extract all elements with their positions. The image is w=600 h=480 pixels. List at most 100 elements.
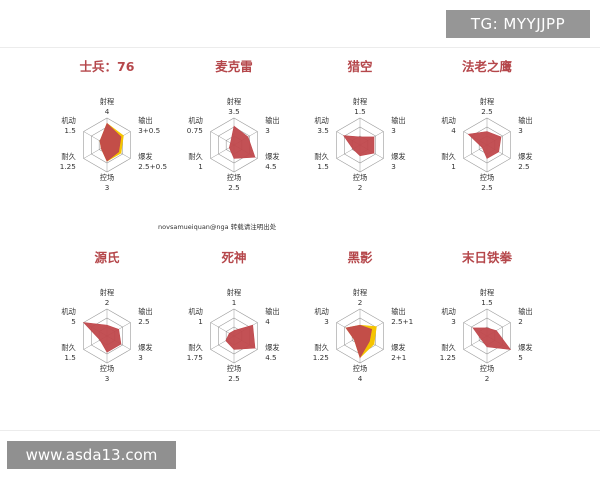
base-series-area (99, 122, 122, 162)
axis-name-label: 输出 (518, 307, 532, 316)
axis-name-label: 输出 (391, 307, 405, 316)
chart-title: 猎空 (347, 59, 372, 74)
axis-value-label: 3 (105, 183, 110, 192)
axis-name-label: 机动 (314, 116, 328, 125)
axis-name-label: 爆发 (265, 343, 279, 352)
grid-spoke (210, 131, 235, 146)
base-series-area (228, 125, 256, 159)
bottom-divider (0, 430, 600, 431)
axis-value-label: 1 (232, 298, 237, 307)
axis-name-label: 控场 (353, 173, 367, 182)
base-series-area (82, 322, 122, 353)
axis-value-label: 1.5 (64, 126, 75, 135)
axis-value-label: 4 (358, 374, 363, 383)
axis-value-label: 3 (518, 126, 523, 135)
axis-name-label: 耐久 (61, 152, 75, 161)
axis-name-label: 输出 (265, 116, 279, 125)
axis-value-label: 4 (265, 317, 270, 326)
top-divider (0, 47, 600, 48)
axis-value-label: 3 (265, 126, 270, 135)
axis-name-label: 耐久 (314, 152, 328, 161)
axis-name-label: 爆发 (138, 343, 152, 352)
axis-name-label: 控场 (480, 364, 494, 373)
axis-value-label: 1.75 (187, 353, 203, 362)
chart-title: 士兵：76 (80, 59, 135, 74)
chart-title: 法老之鹰 (462, 59, 513, 74)
chart-title: 死神 (220, 250, 246, 265)
axis-name-label: 射程 (480, 288, 494, 297)
axis-value-label: 1.25 (313, 353, 329, 362)
axis-value-label: 1.25 (440, 353, 456, 362)
axis-value-label: 2+1 (391, 353, 406, 362)
axis-name-label: 射程 (100, 97, 114, 106)
base-series-area (467, 131, 502, 159)
axis-name-label: 射程 (353, 288, 367, 297)
axis-name-label: 控场 (227, 173, 241, 182)
axis-name-label: 输出 (391, 116, 405, 125)
axis-name-label: 输出 (138, 307, 152, 316)
base-series-area (345, 324, 373, 359)
axis-name-label: 射程 (100, 288, 114, 297)
axis-name-label: 耐久 (188, 152, 202, 161)
axis-value-label: 1.5 (317, 162, 328, 171)
axis-name-label: 输出 (518, 116, 532, 125)
axis-value-label: 2.5+1 (391, 317, 413, 326)
axis-name-label: 机动 (188, 307, 202, 316)
axis-name-label: 控场 (353, 364, 367, 373)
axis-value-label: 3 (451, 317, 456, 326)
axis-value-label: 2.5 (518, 162, 529, 171)
axis-value-label: 4 (451, 126, 456, 135)
axis-value-label: 2.5 (481, 107, 492, 116)
axis-name-label: 爆发 (391, 343, 405, 352)
axis-name-label: 机动 (314, 307, 328, 316)
axis-name-label: 爆发 (391, 152, 405, 161)
axis-value-label: 3 (138, 353, 143, 362)
axis-value-label: 5 (71, 317, 76, 326)
axis-name-label: 耐久 (314, 343, 328, 352)
axis-value-label: 3 (324, 317, 329, 326)
chart-title: 黑影 (347, 250, 373, 265)
chart-title: 麦克雷 (215, 59, 253, 74)
site-watermark: www.asda13.com (7, 441, 176, 469)
axis-name-label: 耐久 (441, 343, 455, 352)
axis-value-label: 4.5 (265, 353, 276, 362)
axis-value-label: 2 (105, 298, 110, 307)
axis-name-label: 爆发 (518, 343, 532, 352)
axis-value-label: 2 (358, 183, 363, 192)
chart-title: 末日铁拳 (461, 250, 513, 265)
axis-value-label: 3 (391, 126, 396, 135)
axis-name-label: 耐久 (61, 343, 75, 352)
axis-value-label: 1.5 (64, 353, 75, 362)
axis-value-label: 0.75 (187, 126, 203, 135)
axis-value-label: 5 (518, 353, 523, 362)
axis-value-label: 2.5 (228, 374, 239, 383)
axis-value-label: 1.25 (60, 162, 76, 171)
axis-value-label: 2 (358, 298, 363, 307)
axis-value-label: 3+0.5 (138, 126, 160, 135)
axis-value-label: 4.5 (265, 162, 276, 171)
base-series-area (225, 324, 256, 350)
axis-name-label: 耐久 (188, 343, 202, 352)
axis-name-label: 控场 (100, 364, 114, 373)
axis-name-label: 机动 (188, 116, 202, 125)
axis-name-label: 控场 (480, 173, 494, 182)
base-series-area (342, 135, 375, 157)
axis-value-label: 2.5 (228, 183, 239, 192)
axis-name-label: 爆发 (265, 152, 279, 161)
axis-value-label: 2.5+0.5 (138, 162, 167, 171)
axis-value-label: 3 (391, 162, 396, 171)
axis-name-label: 爆发 (518, 152, 532, 161)
credit-text: novsamueiquan@nga 转载请注明出处 (158, 222, 277, 231)
axis-value-label: 2.5 (138, 317, 149, 326)
axis-value-label: 1.5 (354, 107, 365, 116)
tg-watermark: TG: MYYJJPP (446, 10, 590, 38)
axis-name-label: 机动 (61, 116, 75, 125)
radar-chart: 士兵：76 射程4 输出3+0.5 爆发2.5+0.5 控场3 耐久1.25 机动1.5 (60, 59, 167, 192)
